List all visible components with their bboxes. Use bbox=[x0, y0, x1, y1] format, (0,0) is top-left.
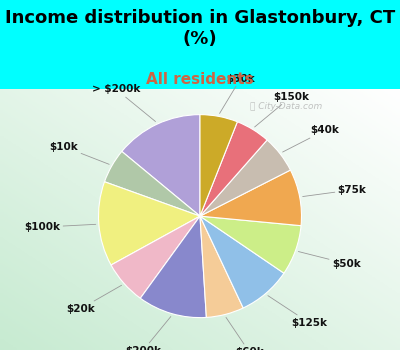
Text: $20k: $20k bbox=[66, 285, 122, 314]
Wedge shape bbox=[200, 170, 302, 226]
Wedge shape bbox=[200, 216, 243, 317]
Wedge shape bbox=[111, 216, 200, 298]
Text: $50k: $50k bbox=[298, 252, 360, 268]
Text: All residents: All residents bbox=[146, 72, 254, 87]
Wedge shape bbox=[200, 140, 290, 216]
Text: $40k: $40k bbox=[283, 125, 340, 152]
Text: $125k: $125k bbox=[268, 296, 327, 328]
Text: $75k: $75k bbox=[303, 185, 366, 197]
Text: $150k: $150k bbox=[255, 92, 309, 127]
Wedge shape bbox=[140, 216, 206, 317]
Wedge shape bbox=[200, 115, 237, 216]
Text: ⓘ City-Data.com: ⓘ City-Data.com bbox=[250, 102, 322, 111]
Text: > $200k: > $200k bbox=[92, 84, 156, 121]
Text: $200k: $200k bbox=[125, 316, 171, 350]
Wedge shape bbox=[200, 216, 284, 308]
Text: $10k: $10k bbox=[50, 142, 109, 164]
Text: $100k: $100k bbox=[24, 222, 96, 232]
Text: $60k: $60k bbox=[226, 317, 264, 350]
Text: Income distribution in Glastonbury, CT
(%): Income distribution in Glastonbury, CT (… bbox=[5, 9, 395, 48]
Text: $30k: $30k bbox=[220, 74, 255, 113]
Wedge shape bbox=[200, 122, 267, 216]
Wedge shape bbox=[104, 152, 200, 216]
Wedge shape bbox=[122, 115, 200, 216]
Wedge shape bbox=[98, 182, 200, 265]
Wedge shape bbox=[200, 216, 301, 273]
